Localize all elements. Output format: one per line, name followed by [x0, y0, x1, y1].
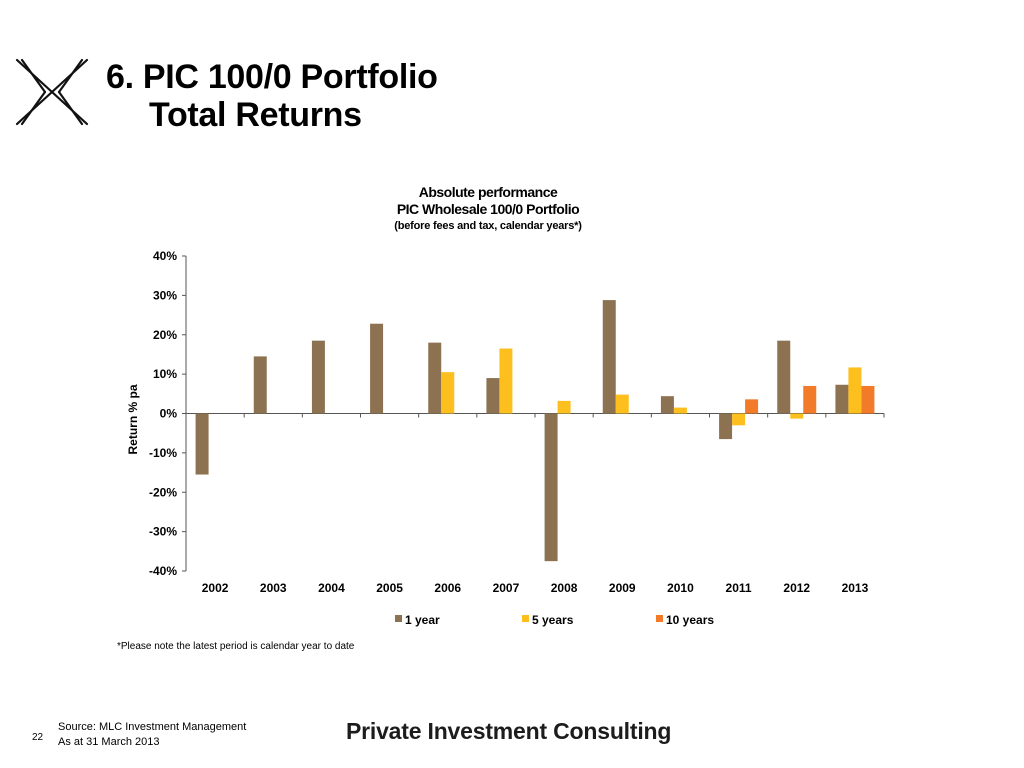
bar-5-years-2012 [790, 413, 804, 419]
y-tick-label: 40% [153, 249, 177, 263]
bar-1-year-2005 [370, 323, 384, 414]
y-tick-label: -20% [149, 485, 177, 499]
bar-1-year-2006 [428, 342, 442, 414]
bar-1-year-2003 [253, 356, 267, 414]
chart-title: Absolute performance [418, 184, 558, 200]
legend-swatch [522, 615, 529, 622]
x-tick-label: 2002 [202, 581, 229, 595]
bar-5-years-2013 [848, 367, 862, 414]
x-tick-label: 2012 [783, 581, 810, 595]
source-note: Source: MLC Investment Management As at … [58, 720, 246, 750]
legend-swatch [395, 615, 402, 622]
slide-title: 6. PIC 100/0 Portfolio Total Returns [106, 58, 438, 134]
bar-10-years-2011 [745, 399, 759, 414]
legend-label: 1 year [405, 613, 440, 627]
x-tick-label: 2005 [376, 581, 403, 595]
bar-1-year-2010 [660, 396, 674, 414]
legend-label: 5 years [532, 613, 574, 627]
chart-subtitle: PIC Wholesale 100/0 Portfolio [396, 201, 580, 217]
y-tick-label: -30% [149, 525, 177, 539]
source-line: Source: MLC Investment Management [58, 721, 247, 733]
x-logo-icon [15, 58, 89, 126]
bar-1-year-2011 [719, 413, 733, 440]
x-tick-label: 2004 [318, 581, 345, 595]
slide-title-line2: Total Returns [149, 96, 362, 134]
footnote: *Please note the latest period is calend… [117, 641, 355, 652]
bar-5-years-2008 [557, 400, 571, 414]
bar-10-years-2012 [803, 385, 817, 414]
x-tick-label: 2006 [434, 581, 461, 595]
bar-1-year-2002 [195, 413, 209, 475]
x-tick-label: 2007 [493, 581, 520, 595]
brand-wordmark: Private Investment Consulting [346, 718, 672, 744]
bar-1-year-2008 [544, 413, 558, 562]
bar-1-year-2013 [835, 384, 849, 414]
bar-5-years-2006 [441, 372, 455, 414]
chart-title-block: Absolute performance PIC Wholesale 100/0… [288, 184, 688, 235]
y-tick-label: 10% [153, 367, 177, 381]
as-at-line: As at 31 March 2013 [58, 736, 160, 748]
x-tick-label: 2008 [551, 581, 578, 595]
y-tick-label: 30% [153, 288, 177, 302]
legend-swatch [656, 615, 663, 622]
bar-1-year-2009 [602, 300, 616, 414]
y-tick-label: 0% [160, 407, 178, 421]
x-tick-label: 2010 [667, 581, 694, 595]
bar-5-years-2010 [673, 407, 687, 414]
y-tick-label: -10% [149, 446, 177, 460]
bar-5-years-2009 [615, 394, 629, 414]
slide-title-line1: 6. PIC 100/0 Portfolio [106, 58, 438, 96]
page-number: 22 [32, 732, 44, 743]
bar-1-year-2012 [777, 340, 791, 414]
y-axis-title: Return % pa [126, 384, 140, 454]
y-tick-label: -40% [149, 564, 177, 578]
bar-10-years-2013 [861, 385, 875, 414]
x-tick-label: 2009 [609, 581, 636, 595]
legend-label: 10 years [666, 613, 714, 627]
x-tick-label: 2003 [260, 581, 287, 595]
bar-1-year-2004 [311, 340, 325, 414]
x-tick-label: 2011 [726, 581, 752, 595]
bar-5-years-2011 [732, 413, 746, 426]
chart-subtitle-note: (before fees and tax, calendar years*) [394, 220, 582, 232]
y-tick-label: 20% [153, 328, 177, 342]
bar-5-years-2007 [499, 348, 513, 414]
bar-1-year-2007 [486, 378, 500, 414]
x-tick-label: 2013 [842, 581, 869, 595]
